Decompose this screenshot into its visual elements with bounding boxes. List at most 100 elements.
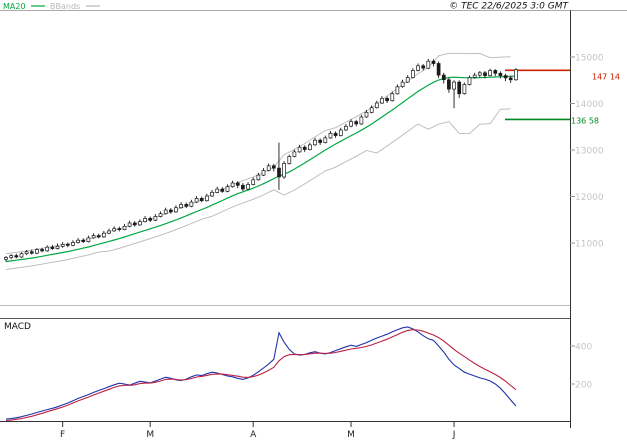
candle-body bbox=[344, 125, 348, 131]
candle-body bbox=[462, 84, 467, 95]
candle-body bbox=[132, 222, 137, 226]
bollinger-bands bbox=[5, 52, 511, 270]
candle-body bbox=[230, 182, 235, 188]
candle-body bbox=[380, 98, 384, 104]
price-tick-label: 14000 bbox=[575, 100, 604, 110]
month-label: F bbox=[60, 430, 65, 440]
candle-body bbox=[483, 72, 487, 76]
candle-body bbox=[199, 198, 204, 202]
legend-bbands-label: BBands bbox=[50, 2, 80, 11]
candle-body bbox=[282, 163, 286, 178]
price-tick-label: 12000 bbox=[575, 193, 604, 203]
candle-body bbox=[4, 257, 8, 260]
price-tick-label: 13000 bbox=[575, 147, 604, 157]
candle-body bbox=[163, 209, 168, 215]
candle-body bbox=[266, 165, 271, 171]
candle-body bbox=[256, 174, 261, 181]
bollinger-lower-line bbox=[5, 108, 511, 270]
candle-body bbox=[148, 218, 153, 221]
candle-body bbox=[411, 70, 415, 78]
candle-body bbox=[431, 60, 436, 64]
candle-body bbox=[91, 235, 96, 239]
candle-body bbox=[210, 191, 214, 197]
candle-body bbox=[241, 184, 245, 190]
candle-body bbox=[308, 144, 312, 150]
candle-body bbox=[421, 65, 426, 69]
candle-body bbox=[35, 249, 39, 254]
candle-body bbox=[138, 221, 142, 226]
candle-body bbox=[436, 63, 441, 76]
candle-body bbox=[271, 165, 276, 169]
candle-body bbox=[55, 245, 60, 249]
macd-tick-label: 200 bbox=[575, 381, 592, 391]
ma20-line-group bbox=[5, 75, 516, 263]
candle-body bbox=[168, 209, 173, 213]
macd-line bbox=[5, 326, 517, 420]
candle-body bbox=[467, 77, 472, 85]
price-tick-label: 15000 bbox=[575, 54, 604, 64]
candle-body bbox=[369, 107, 374, 113]
candle-body bbox=[112, 228, 117, 232]
candle-body bbox=[441, 74, 446, 81]
candle-body bbox=[235, 182, 240, 186]
candle-body bbox=[313, 139, 317, 146]
axes-group: 15000 14000 13000 12000 11000 400 200 F M A M J bbox=[0, 10, 627, 440]
candle-body bbox=[354, 121, 359, 125]
candle-body bbox=[400, 81, 405, 88]
candle-body bbox=[96, 235, 101, 238]
candle-body bbox=[277, 167, 281, 178]
candle-body bbox=[40, 249, 44, 252]
candle-body bbox=[29, 251, 34, 254]
candle-body bbox=[395, 86, 400, 95]
candle-body bbox=[426, 60, 431, 69]
month-label: J bbox=[452, 430, 456, 440]
candle-body bbox=[323, 137, 328, 143]
ma20-line bbox=[5, 75, 516, 263]
candle-body bbox=[86, 237, 91, 242]
candle-body bbox=[349, 121, 353, 127]
candle-body bbox=[318, 139, 323, 143]
macd-panel-label: MACD bbox=[4, 322, 31, 332]
candle-body bbox=[405, 77, 410, 83]
candle-body bbox=[215, 188, 220, 193]
candle-body bbox=[71, 242, 75, 246]
candle-body bbox=[333, 132, 338, 136]
candle-body bbox=[261, 170, 266, 176]
candle-body bbox=[102, 232, 106, 238]
candle-body bbox=[65, 244, 70, 246]
candle-body bbox=[50, 246, 55, 249]
month-label: A bbox=[250, 430, 257, 440]
candle-body bbox=[194, 198, 199, 203]
candle-body bbox=[122, 225, 127, 230]
candle-body bbox=[493, 70, 498, 74]
candle-body bbox=[328, 132, 333, 139]
candle-body bbox=[498, 72, 503, 76]
candle-body bbox=[472, 74, 477, 78]
candle-body bbox=[60, 244, 65, 247]
candle-body bbox=[416, 65, 420, 71]
candle-body bbox=[117, 228, 122, 230]
candle-body bbox=[179, 204, 183, 209]
candle-body bbox=[246, 184, 250, 190]
legend: MA20 BBands bbox=[3, 2, 100, 11]
candle-body bbox=[297, 146, 302, 153]
timestamp: © TEC 22/6/2025 3:0 GMT bbox=[449, 2, 569, 12]
level-label-1: 136 58 bbox=[571, 116, 599, 125]
candle-body bbox=[374, 102, 379, 109]
month-label: M bbox=[146, 430, 154, 440]
candle-body bbox=[457, 81, 462, 95]
bollinger-upper-line bbox=[5, 52, 511, 255]
candle-body bbox=[81, 239, 86, 242]
candle-body bbox=[452, 81, 456, 90]
candle-body bbox=[158, 213, 163, 217]
candle-body bbox=[76, 239, 80, 243]
candle-body bbox=[302, 146, 307, 150]
candle-body bbox=[9, 255, 14, 258]
candle-body bbox=[477, 72, 482, 76]
candle-body bbox=[508, 77, 513, 81]
candle-body bbox=[503, 75, 508, 79]
candle-body bbox=[205, 195, 209, 202]
candle-body bbox=[287, 156, 292, 164]
candle-body bbox=[359, 116, 364, 125]
